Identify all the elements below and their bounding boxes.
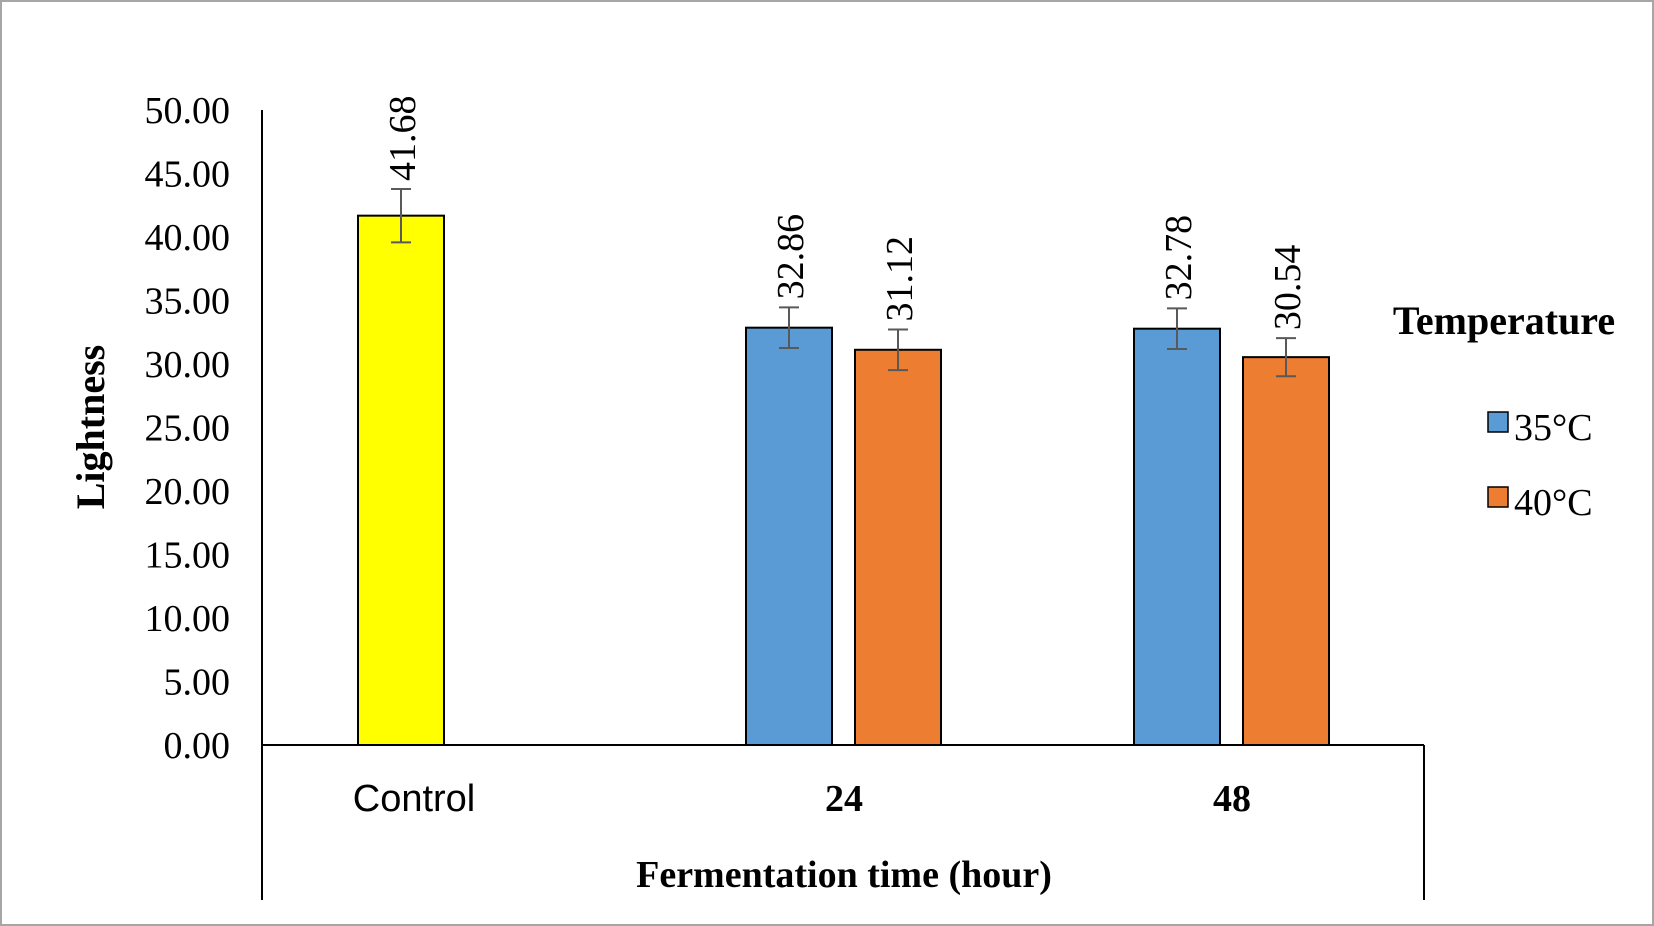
legend-swatch (1487, 486, 1509, 508)
bar (357, 214, 445, 746)
legend-swatch (1487, 411, 1509, 433)
y-tick-label: 20.00 (145, 471, 231, 513)
data-label: 32.86 (770, 214, 812, 300)
y-tick-label: 45.00 (145, 154, 231, 196)
y-tick-label: 15.00 (145, 535, 231, 577)
bar (1133, 327, 1221, 746)
y-tick-label: 40.00 (145, 217, 231, 259)
data-label: 30.54 (1267, 245, 1309, 331)
x-axis-label: Fermentation time (hour) (636, 854, 1052, 896)
bar (745, 326, 833, 746)
legend-entry: 40°C (1514, 482, 1593, 524)
y-tick-label: 10.00 (145, 598, 231, 640)
bar (1242, 356, 1330, 746)
legend-title: Temperature (1393, 298, 1615, 343)
data-label: 41.68 (382, 95, 424, 181)
bar (854, 348, 942, 746)
y-tick-label: 35.00 (145, 281, 231, 323)
y-tick-label: 0.00 (164, 725, 231, 767)
x-tick-label: 48 (1213, 778, 1251, 820)
y-axis-label: Lightness (68, 345, 113, 510)
legend-entry: 35°C (1514, 407, 1593, 449)
x-tick-label: Control (353, 778, 476, 820)
y-tick-label: 30.00 (145, 344, 231, 386)
x-tick-label: 24 (825, 778, 863, 820)
data-label: 31.12 (879, 236, 921, 322)
y-tick-label: 50.00 (145, 90, 231, 132)
data-label: 32.78 (1158, 215, 1200, 301)
y-tick-label: 25.00 (145, 408, 231, 450)
y-tick-label: 5.00 (164, 662, 231, 704)
